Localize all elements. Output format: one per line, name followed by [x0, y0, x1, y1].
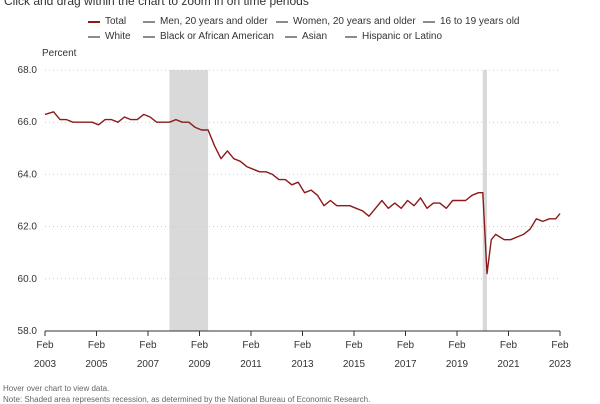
legend-label: Hispanic or Latino: [362, 31, 443, 42]
legend-item-teens[interactable]: 16 to 19 years old: [423, 16, 520, 27]
recession-band: [482, 70, 488, 331]
recession-shading: [169, 70, 488, 331]
legend-label: Asian: [302, 31, 328, 42]
y-tick-labels: 58.0 60.0 62.0 64.0 66.0 68.0: [18, 65, 38, 337]
legend-swatch: [345, 35, 357, 38]
legend: Total Men, 20 years and older Women, 20 …: [88, 14, 588, 44]
x-tick-year: 2015: [343, 359, 366, 370]
x-tick-month: Feb: [397, 340, 415, 351]
legend-swatch: [285, 35, 297, 38]
legend-swatch: [276, 20, 288, 23]
hover-note: Hover over chart to view data.: [3, 384, 110, 393]
x-tick-year: 2005: [85, 359, 108, 370]
x-tick-month: Feb: [448, 340, 466, 351]
recession-band: [169, 70, 209, 331]
x-tick-year: 2009: [188, 359, 211, 370]
legend-item-black[interactable]: Black or African American: [143, 31, 285, 42]
x-tick-month: Feb: [500, 340, 518, 351]
y-tick-label: 58.0: [18, 326, 38, 337]
y-tick-label: 64.0: [18, 169, 38, 180]
line-chart[interactable]: Percent 58.0 60.0 62.0 64.0 66.0 68.0 Feb 2003…: [0, 0, 600, 380]
x-tick-labels: Feb 2003 Feb 2005 Feb 2007 Feb 2009 Feb 2011 Feb 20…: [34, 340, 572, 370]
legend-swatch: [88, 20, 100, 23]
x-tick-month: Feb: [551, 340, 569, 351]
legend-row: White Black or African American Asian Hi…: [88, 29, 588, 44]
legend-label: White: [105, 31, 131, 42]
legend-label: Women, 20 years and older: [293, 16, 416, 27]
x-tick-month: Feb: [242, 340, 260, 351]
y-tick-label: 66.0: [18, 117, 38, 128]
x-tick-year: 2011: [240, 359, 262, 370]
series: [44, 111, 561, 275]
legend-swatch: [143, 35, 155, 38]
y-tick-label: 60.0: [18, 274, 38, 285]
legend-item-men[interactable]: Men, 20 years and older: [143, 16, 276, 27]
legend-label: 16 to 19 years old: [440, 16, 520, 27]
y-tick-label: 68.0: [18, 65, 38, 76]
legend-item-white[interactable]: White: [88, 31, 143, 42]
x-tick-year: 2023: [549, 359, 572, 370]
x-tick-year: 2003: [34, 359, 57, 370]
x-tick-month: Feb: [139, 340, 157, 351]
legend-row: Total Men, 20 years and older Women, 20 …: [88, 14, 588, 29]
legend-swatch: [423, 20, 435, 23]
x-tick-year: 2021: [497, 359, 520, 370]
legend-label: Men, 20 years and older: [160, 16, 268, 27]
x-tick-year: 2013: [291, 359, 314, 370]
y-axis-label: Percent: [42, 48, 77, 59]
y-tick-label: 62.0: [18, 222, 38, 233]
x-tick-month: Feb: [88, 340, 106, 351]
legend-item-total[interactable]: Total: [88, 16, 143, 27]
legend-swatch: [143, 20, 155, 23]
legend-label: Black or African American: [160, 31, 274, 42]
legend-swatch: [88, 35, 100, 38]
zoom-instruction: Click and drag within the chart to zoom …: [4, 0, 309, 8]
x-tick-month: Feb: [294, 340, 312, 351]
x-tick-year: 2017: [394, 359, 417, 370]
legend-item-hispanic[interactable]: Hispanic or Latino: [345, 31, 442, 42]
legend-item-women[interactable]: Women, 20 years and older: [276, 16, 423, 27]
x-tick-month: Feb: [36, 340, 54, 351]
axes: [44, 330, 561, 336]
x-tick-month: Feb: [191, 340, 209, 351]
x-tick-year: 2019: [446, 359, 469, 370]
legend-label: Total: [105, 16, 127, 27]
x-tick-month: Feb: [345, 340, 363, 351]
legend-item-asian[interactable]: Asian: [285, 31, 345, 42]
x-tick-year: 2007: [137, 359, 160, 370]
series-line-total: [44, 111, 561, 275]
